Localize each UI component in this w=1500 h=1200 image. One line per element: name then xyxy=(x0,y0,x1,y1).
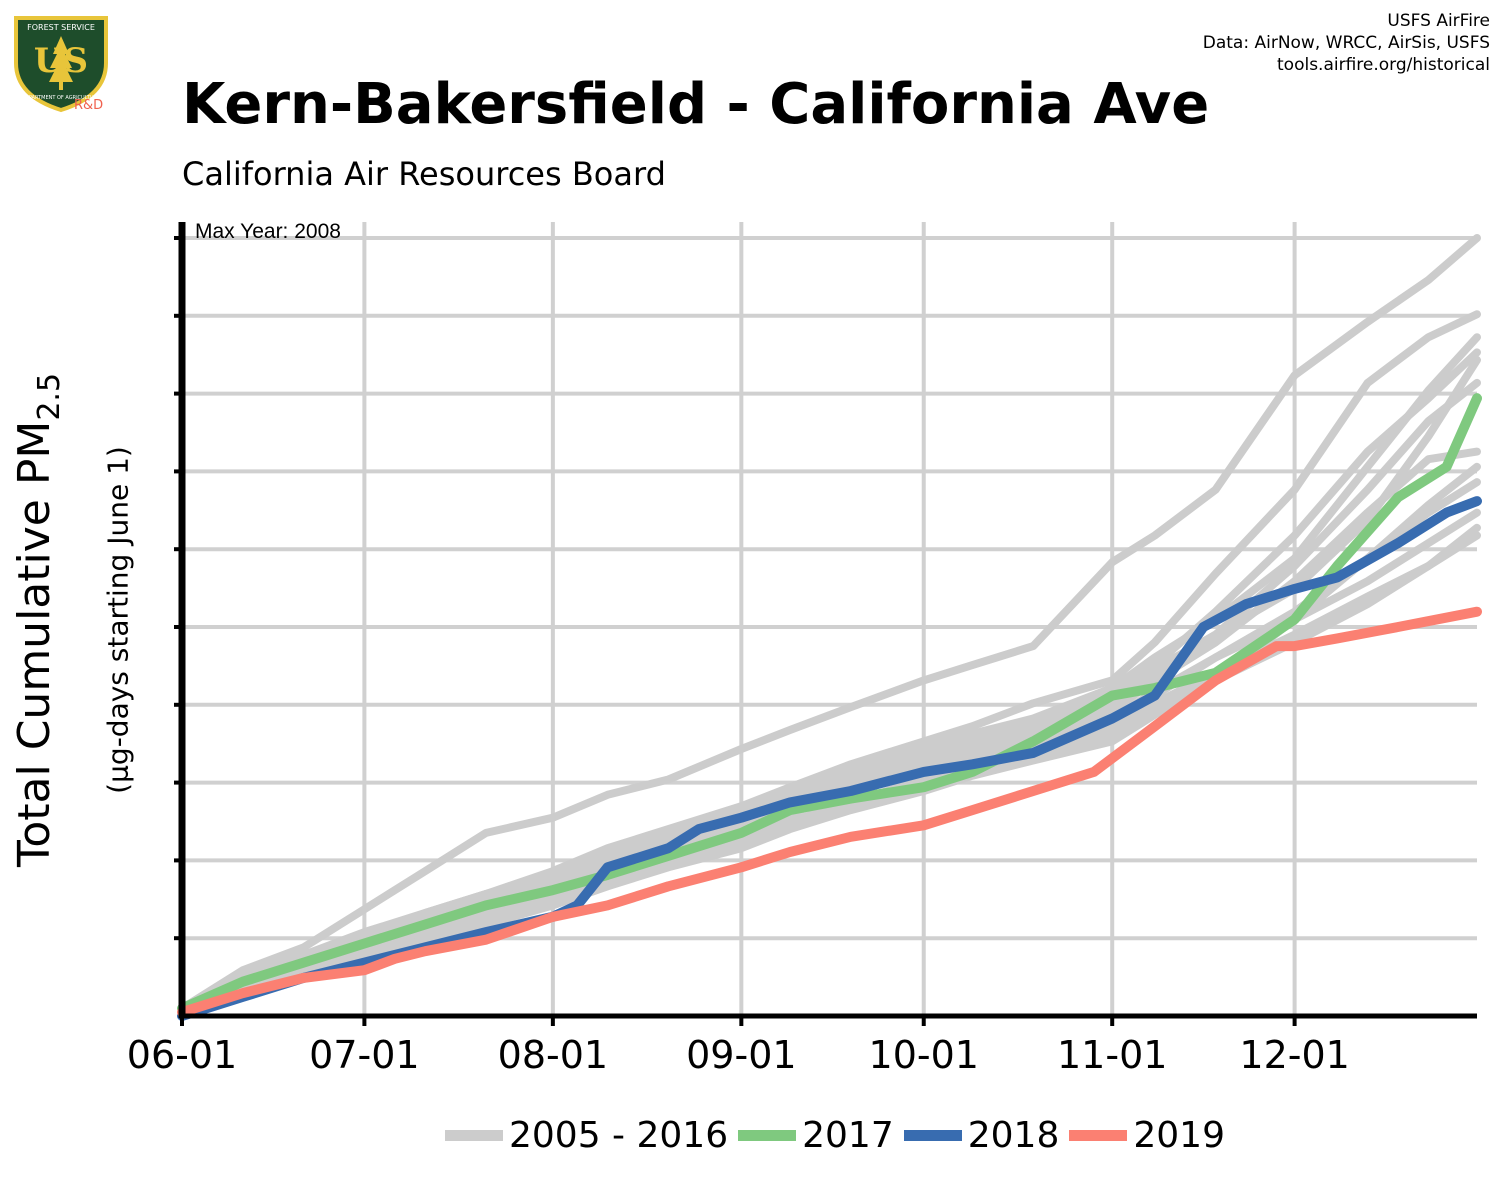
logo-bottom-text: DEPARTMENT OF AGRICULTURE xyxy=(22,95,100,101)
y-axis-label-subscript: 2.5 xyxy=(31,372,67,421)
legend-item-2018: 2018 xyxy=(903,1114,1060,1156)
x-tick-label: 11-01 xyxy=(1057,1033,1167,1077)
chart-subtitle: California Air Resources Board xyxy=(182,155,666,193)
x-tick-label: 12-01 xyxy=(1239,1033,1349,1077)
series-layer xyxy=(177,234,1482,1021)
logo-top-text: FOREST SERVICE xyxy=(27,23,95,32)
series-line-historic xyxy=(178,234,1481,1013)
x-tick-label: 07-01 xyxy=(309,1033,419,1077)
series-line-historic xyxy=(178,356,1481,1013)
credit-line-1: USFS AirFire xyxy=(1387,11,1490,31)
logo-tag: R&D xyxy=(74,98,104,113)
series-line-historic xyxy=(178,348,1481,1013)
legend-swatch-2019 xyxy=(1069,1129,1128,1141)
tree-icon xyxy=(49,36,73,90)
x-tick-label: 08-01 xyxy=(498,1033,608,1077)
series-line-historic xyxy=(178,378,1481,1013)
y-axis-note: (µg-days starting June 1) xyxy=(101,446,135,794)
series-line-historic xyxy=(178,333,1481,1013)
legend-swatch-2017 xyxy=(738,1129,797,1141)
grid-layer xyxy=(182,222,1477,1016)
series-line-2017 xyxy=(177,393,1482,1014)
tick-label-layer: 06-01 07-01 08-01 09-01 10-01 11-01 12-01 xyxy=(127,1033,1350,1077)
max-year-annotation: Max Year: 2008 xyxy=(195,220,341,243)
usfs-shield-logo: US FOREST SERVICE DEPARTMENT OF AGRICULT… xyxy=(6,8,116,122)
y-axis-label-text: Total Cumulative PM xyxy=(9,420,61,868)
x-tick-label: 10-01 xyxy=(869,1033,979,1077)
legend-label-2017: 2017 xyxy=(802,1114,894,1156)
x-tick-label: 06-01 xyxy=(127,1033,237,1077)
legend-item-2017: 2017 xyxy=(738,1115,894,1156)
y-axis-label: Total Cumulative PM2.5 xyxy=(9,373,67,867)
x-tick-label: 09-01 xyxy=(686,1033,796,1077)
legend-label-2019: 2019 xyxy=(1133,1114,1225,1156)
chart-title: Kern-Bakersfield - California Ave xyxy=(182,72,1210,137)
legend-item-historic: 2005 - 2016 xyxy=(445,1115,728,1156)
credit-line-2: Data: AirNow, WRCC, AirSis, USFS xyxy=(1202,33,1490,53)
axis-layer xyxy=(174,222,1477,1026)
legend: 2005 - 2016 2017 2018 2019 xyxy=(445,1112,1235,1158)
credit-line-3: tools.airfire.org/historical xyxy=(1277,55,1490,75)
legend-item-2019: 2019 xyxy=(1069,1115,1225,1156)
legend-swatch-historic xyxy=(445,1129,503,1141)
legend-swatch-2018 xyxy=(903,1129,962,1141)
legend-label-2018: 2018 xyxy=(967,1114,1060,1156)
series-line-2019 xyxy=(177,606,1482,1018)
legend-label-historic: 2005 - 2016 xyxy=(509,1114,729,1156)
